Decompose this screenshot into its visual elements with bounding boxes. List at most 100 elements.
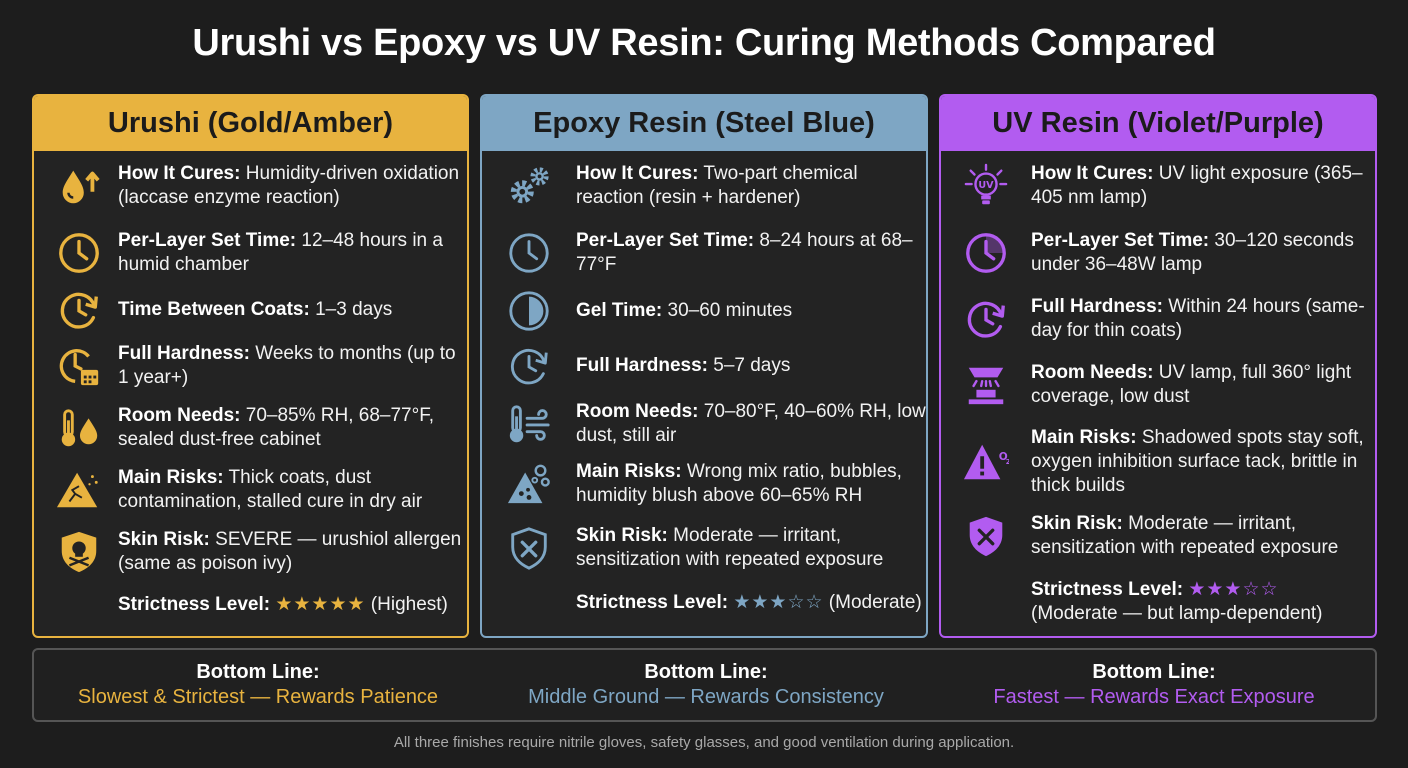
clock-icon xyxy=(502,228,556,278)
uv-bulb-icon: UV xyxy=(959,161,1013,211)
uv-row-skin-risk: Skin Risk: Moderate — irritant, sensitiz… xyxy=(941,511,1375,561)
gears-icon xyxy=(502,161,556,211)
row-text: Moderate — irritant, sensitization with … xyxy=(576,525,884,570)
urushi-row-time-between-coats: Time Between Coats: 1–3 days xyxy=(34,285,467,335)
row-text: 70–80°F, 40–60% RH, low dust, still air xyxy=(576,401,926,446)
row-label: Main Risks: xyxy=(118,467,224,488)
row-text: 12–48 hours in a humid chamber xyxy=(118,230,443,275)
row-label: Room Needs: xyxy=(576,401,699,422)
row-label: Full Hardness: xyxy=(1031,296,1163,317)
clock-refresh-icon xyxy=(959,294,1013,344)
row-label: Full Hardness: xyxy=(118,343,250,364)
epoxy-row-main-risks: Main Risks: Wrong mix ratio, bubbles, hu… xyxy=(482,459,926,509)
row-text: 1–3 days xyxy=(309,299,393,320)
water-drop-arrow-up-icon xyxy=(52,161,106,211)
bottom-line-label: Bottom Line: xyxy=(1092,661,1216,683)
strictness-label: Strictness Level: xyxy=(118,594,271,615)
strictness-label: Strictness Level: xyxy=(576,592,729,613)
epoxy-strictness: Strictness Level: ★★★☆☆ (Moderate) xyxy=(482,591,926,615)
bottom-line-value: Slowest & Strictest — Rewards Patience xyxy=(77,686,439,708)
row-label: Per-Layer Set Time: xyxy=(118,230,297,251)
strictness-label: Strictness Level: xyxy=(1031,579,1184,600)
bottom-line-epoxy: Bottom Line: Middle Ground — Rewards Con… xyxy=(482,660,930,710)
uv-strictness: Strictness Level: ★★★☆☆ (Moderate — but l… xyxy=(941,578,1375,626)
bottom-line-bar: Bottom Line: Slowest & Strictest — Rewar… xyxy=(32,648,1377,722)
shield-x-icon xyxy=(502,523,556,573)
strictness-stars: ★★★★★ xyxy=(275,594,366,615)
footer-note: All three finishes require nitrile glove… xyxy=(393,734,1015,751)
bottom-line-urushi: Bottom Line: Slowest & Strictest — Rewar… xyxy=(34,660,482,710)
urushi-row-full-hardness: Full Hardness: Weeks to months (up to 1 … xyxy=(34,341,467,391)
row-text: Weeks to months (up to 1 year+) xyxy=(118,343,456,388)
epoxy-panel-title: Epoxy Resin (Steel Blue) xyxy=(482,96,926,151)
svg-text:2: 2 xyxy=(1006,458,1009,466)
thermometer-wind-icon xyxy=(502,399,556,449)
row-label: Room Needs: xyxy=(1031,362,1154,383)
row-text: 30–120 seconds under 36–48W lamp xyxy=(1031,230,1354,275)
skull-shield-icon xyxy=(52,527,106,577)
row-label: Skin Risk: xyxy=(118,529,210,550)
row-label: Main Risks: xyxy=(576,461,682,482)
clock-calendar-icon xyxy=(52,341,106,391)
row-text: Humidity-driven oxidation (laccase enzym… xyxy=(118,163,460,208)
clock-icon xyxy=(959,228,1013,278)
row-label: Skin Risk: xyxy=(1031,513,1123,534)
page-title: Urushi vs Epoxy vs UV Resin: Curing Meth… xyxy=(192,22,1216,64)
epoxy-row-how-it-cures: How It Cures: Two-part chemical reaction… xyxy=(482,161,926,211)
strictness-stars: ★★★☆☆ xyxy=(1188,579,1279,600)
uv-row-room-needs: Room Needs: UV lamp, full 360° light cov… xyxy=(941,360,1375,410)
bottom-line-uv: Bottom Line: Fastest — Rewards Exact Exp… xyxy=(930,660,1378,710)
row-text: Two-part chemical reaction (resin + hard… xyxy=(576,163,858,208)
clock-refresh-icon xyxy=(52,285,106,335)
epoxy-panel: Epoxy Resin (Steel Blue) How It Cures: T… xyxy=(480,94,928,638)
row-text: 30–60 minutes xyxy=(662,300,793,321)
uv-resin-panel-title: UV Resin (Violet/Purple) xyxy=(941,96,1375,151)
uv-row-main-risks: O2 Main Risks: Shadowed spots stay soft,… xyxy=(941,426,1375,498)
warning-crack-icon xyxy=(52,465,106,515)
uv-row-per-layer-set-time: Per-Layer Set Time: 30–120 seconds under… xyxy=(941,228,1375,278)
bottom-line-value: Fastest — Rewards Exact Exposure xyxy=(993,686,1315,708)
bottom-line-value: Middle Ground — Rewards Consistency xyxy=(528,686,884,708)
row-text: Within 24 hours (same-day for thin coats… xyxy=(1031,296,1365,341)
epoxy-row-room-needs: Room Needs: 70–80°F, 40–60% RH, low dust… xyxy=(482,399,926,449)
row-label: Gel Time: xyxy=(576,300,663,321)
row-label: Room Needs: xyxy=(118,405,241,426)
epoxy-row-gel-time: Gel Time: 30–60 minutes xyxy=(482,286,926,336)
row-text: Moderate — irritant, sensitization with … xyxy=(1031,513,1339,558)
row-text: 8–24 hours at 68–77°F xyxy=(576,230,913,275)
uv-row-full-hardness: Full Hardness: Within 24 hours (same-day… xyxy=(941,294,1375,344)
row-text: Wrong mix ratio, bubbles, humidity blush… xyxy=(576,461,902,506)
row-label: How It Cures: xyxy=(576,163,699,184)
row-label: Skin Risk: xyxy=(576,525,668,546)
uv-lamp-icon xyxy=(959,360,1013,410)
row-text: 5–7 days xyxy=(707,355,791,376)
clock-refresh-icon xyxy=(502,341,556,391)
uv-row-how-it-cures: UV How It Cures: UV light exposure (365–… xyxy=(941,161,1375,211)
strictness-note: (Moderate — but lamp-dependent) xyxy=(1031,603,1323,624)
row-label: Time Between Coats: xyxy=(118,299,310,320)
urushi-row-how-it-cures: How It Cures: Humidity-driven oxidation … xyxy=(34,161,467,211)
urushi-row-main-risks: Main Risks: Thick coats, dust contaminat… xyxy=(34,465,467,515)
row-label: How It Cures: xyxy=(118,163,241,184)
row-label: How It Cures: xyxy=(1031,163,1154,184)
shield-x-icon xyxy=(959,511,1013,561)
urushi-strictness: Strictness Level: ★★★★★ (Highest) xyxy=(34,593,467,617)
row-label: Per-Layer Set Time: xyxy=(576,230,755,251)
urushi-row-skin-risk: Skin Risk: SEVERE — urushiol allergen (s… xyxy=(34,527,467,577)
row-text: Thick coats, dust contamination, stalled… xyxy=(118,467,423,512)
row-text: Shadowed spots stay soft, oxygen inhibit… xyxy=(1031,427,1364,496)
svg-text:UV: UV xyxy=(978,180,994,191)
warning-bubbles-icon xyxy=(502,459,556,509)
urushi-row-room-needs: Room Needs: 70–85% RH, 68–77°F, sealed d… xyxy=(34,403,467,453)
row-text: 70–85% RH, 68–77°F, sealed dust-free cab… xyxy=(118,405,434,450)
epoxy-row-per-layer-set-time: Per-Layer Set Time: 8–24 hours at 68–77°… xyxy=(482,228,926,278)
strictness-note: (Highest) xyxy=(365,594,448,615)
epoxy-row-skin-risk: Skin Risk: Moderate — irritant, sensitiz… xyxy=(482,523,926,573)
urushi-panel-title: Urushi (Gold/Amber) xyxy=(34,96,467,151)
strictness-note: (Moderate) xyxy=(823,592,922,613)
row-text: UV lamp, full 360° light coverage, low d… xyxy=(1031,362,1352,407)
thermometer-drop-icon xyxy=(52,403,106,453)
clock-icon xyxy=(52,228,106,278)
urushi-row-per-layer-set-time: Per-Layer Set Time: 12–48 hours in a hum… xyxy=(34,228,467,278)
bottom-line-label: Bottom Line: xyxy=(196,661,320,683)
